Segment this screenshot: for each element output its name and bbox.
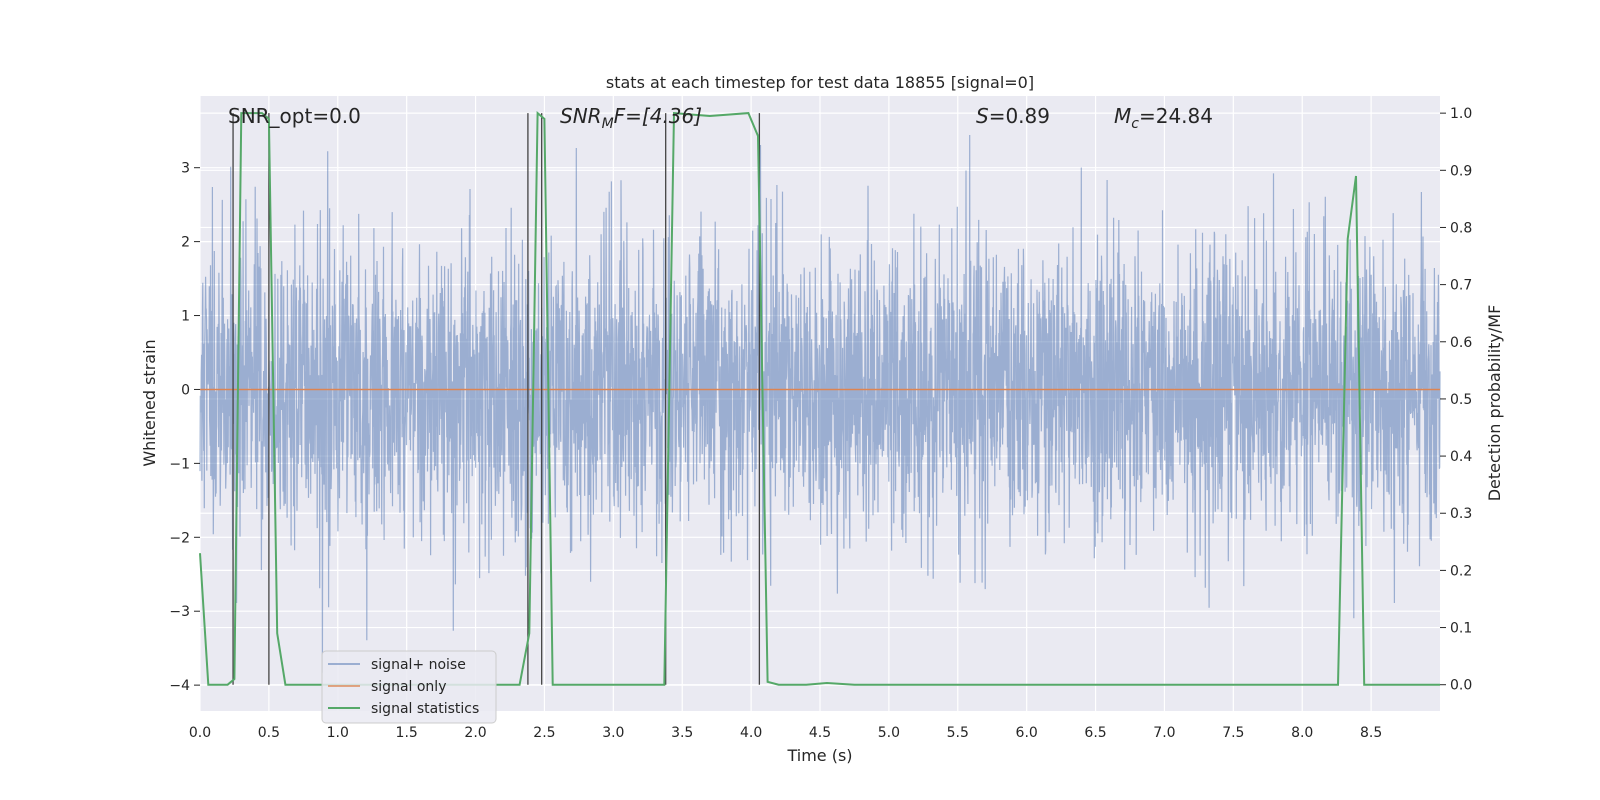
x-tick-label: 4.0 [740,725,762,741]
y-tick-label: −3 [169,604,190,620]
annotation-mc-rest: =24.84 [1139,104,1213,128]
y2-tick-label: 0.4 [1450,449,1472,465]
legend-frame [321,650,497,724]
annotation-s-rest: =0.89 [989,104,1050,128]
x-tick-label: 2.5 [533,725,555,741]
y-tick-label: −4 [169,678,190,694]
y-tick-label: 0 [181,382,190,398]
series-signal-noise [199,134,1441,673]
x-tick-label: 7.5 [1222,725,1244,741]
chart-title: stats at each timestep for test data 188… [606,73,1034,92]
x-tick-label: 2.0 [464,725,486,741]
annotation-snr-mf-main: SNR [560,104,602,128]
y-tick-label: 2 [181,235,190,251]
y2-tick-label: 0.8 [1450,220,1472,236]
noise-trace [199,134,1441,673]
legend-label-signal-only: signal only [371,679,446,695]
x-tick-label: 8.0 [1291,725,1313,741]
annotation-snr-opt: SNR_opt=0.0 [228,104,361,128]
x-tick-label: 1.5 [396,725,418,741]
y2-axis-ticks: 0.0 0.1 0.2 0.3 0.4 0.5 0.6 0.7 0.8 0.9 1.0 [1440,106,1472,694]
x-tick-label: 6.0 [1016,725,1038,741]
x-axis-ticks: 0.0 0.5 1.0 1.5 2.0 2.5 3.0 3.5 4.0 4.5 5.0 5.5 6.0 6… [189,725,1382,741]
x-tick-label: 0.0 [189,725,211,741]
y2-tick-label: 0.1 [1450,621,1472,637]
x-tick-label: 5.0 [878,725,900,741]
annotation-s-main: S [976,104,989,128]
y2-tick-label: 0.3 [1450,506,1472,522]
y2-axis-label: Detection probability/MF [1485,305,1504,502]
y-tick-label: 1 [181,309,190,325]
y2-tick-label: 0.9 [1450,163,1472,179]
x-tick-label: 4.5 [809,725,831,741]
x-tick-label: 8.5 [1360,725,1382,741]
y-tick-label: −1 [169,456,190,472]
x-tick-label: 3.0 [602,725,624,741]
x-tick-label: 7.0 [1153,725,1175,741]
x-tick-label: 6.5 [1084,725,1106,741]
y2-tick-label: 0.6 [1450,335,1472,351]
y-axis-ticks: −4 −3 −2 −1 0 1 2 3 [169,161,200,694]
annotation-s: S=0.89 [976,104,1050,128]
y2-tick-label: 1.0 [1450,106,1472,122]
y-tick-label: 3 [181,161,190,177]
y-axis-label: Whitened strain [140,339,159,466]
legend-label-signal-statistics: signal statistics [371,701,479,717]
annotation-snr-mf-sub: M [602,116,614,132]
y2-tick-label: 0.2 [1450,563,1472,579]
annotation-mc-main: M [1114,104,1131,128]
x-axis-label: Time (s) [786,746,852,765]
y2-tick-label: 0.7 [1450,278,1472,294]
x-tick-label: 5.5 [947,725,969,741]
y-tick-label: −2 [169,530,190,546]
x-tick-label: 3.5 [671,725,693,741]
legend-label-signal-noise: signal+ noise [371,657,466,673]
x-tick-label: 1.0 [327,725,349,741]
annotation-snr-mf: SNRMF=[4.36] [560,104,702,132]
annotation-snr-mf-rest: F=[4.36] [614,104,702,128]
annotation-mc-sub: c [1131,116,1139,132]
annotation-mc: Mc=24.84 [1114,104,1213,132]
legend: signal+ noise signal only signal statist… [321,650,497,724]
y2-tick-label: 0.5 [1450,392,1472,408]
x-tick-label: 0.5 [258,725,280,741]
y2-tick-label: 0.0 [1450,678,1472,694]
series-signal-statistics [199,110,1440,686]
